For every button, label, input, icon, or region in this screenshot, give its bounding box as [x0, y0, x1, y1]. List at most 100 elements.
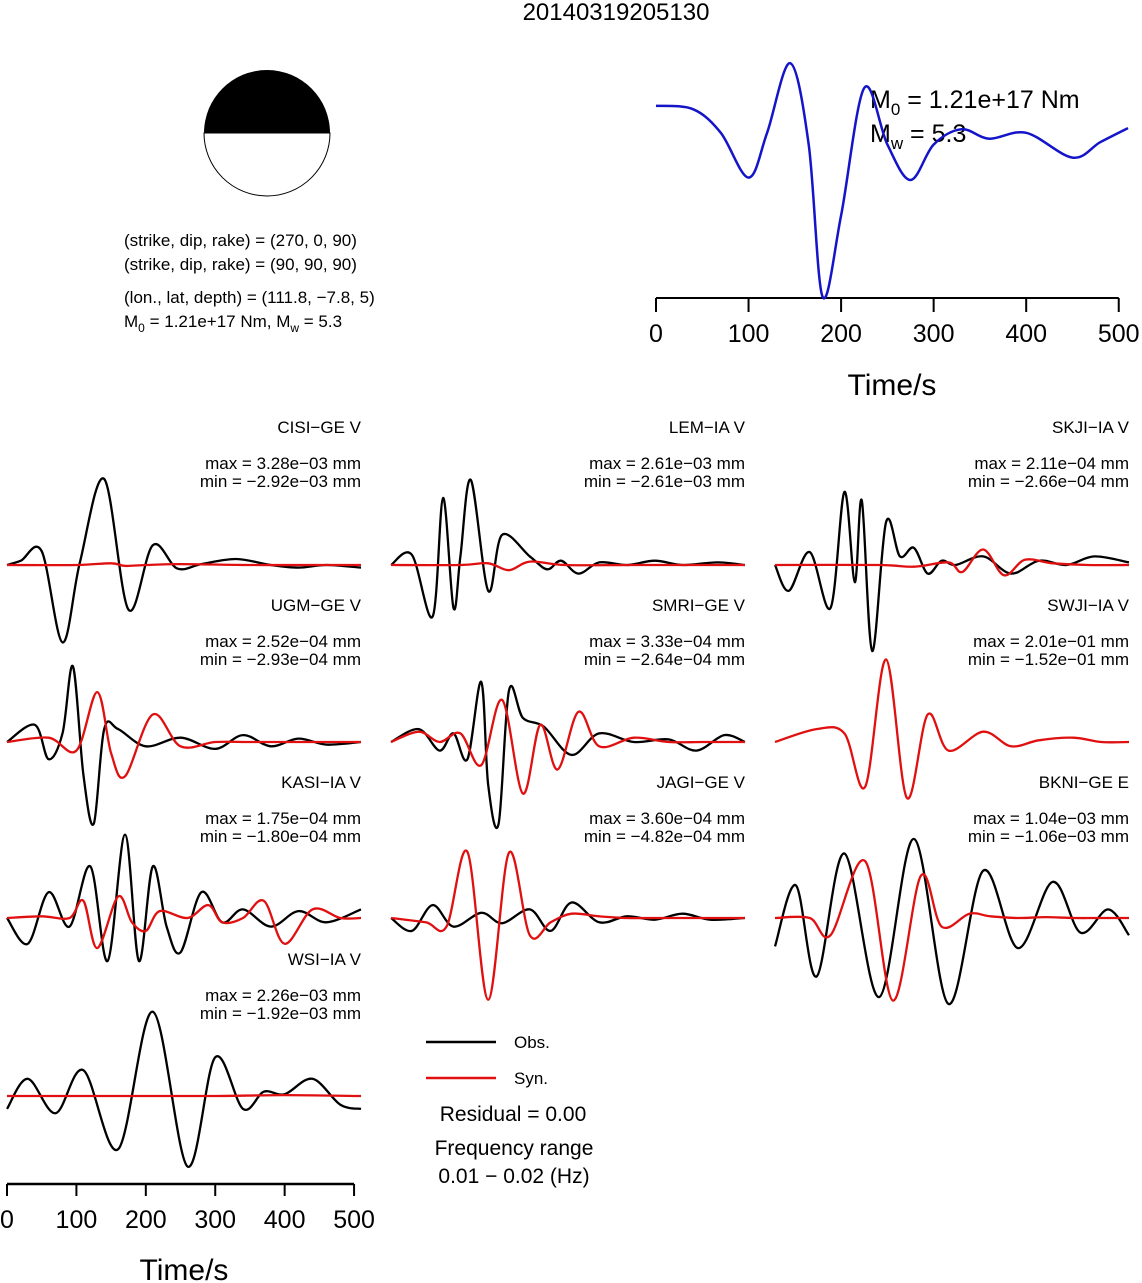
- mechanism-plane1: (strike, dip, rake) = (270, 0, 90): [124, 231, 357, 250]
- observed-trace: [390, 478, 746, 619]
- max-amplitude-label: max = 3.60e−04 mm: [589, 809, 745, 828]
- station-label: LEM−IA V: [669, 418, 746, 437]
- min-amplitude-label: min = −2.64e−04 mm: [584, 650, 745, 669]
- max-amplitude-label: max = 3.33e−04 mm: [589, 632, 745, 651]
- mw-value: = 5.3: [299, 312, 342, 331]
- synthetic-trace: [774, 548, 1130, 577]
- mechanism-location: (lon., lat, depth) = (111.8, −7.8, 5): [124, 288, 375, 307]
- beachball-dilatation: [203, 132, 331, 197]
- station-label: WSI−IA V: [288, 950, 362, 969]
- waveform-xlabel: Time/s: [140, 1254, 229, 1283]
- stf-x-axis: 0 100 200 300 400 500: [649, 297, 1140, 348]
- min-amplitude-label: min = −1.80e−04 mm: [200, 827, 361, 846]
- waveform-tick-label: 100: [56, 1206, 98, 1234]
- mw-sub: w: [289, 321, 299, 335]
- max-amplitude-label: max = 1.04e−03 mm: [973, 809, 1129, 828]
- observed-trace: [6, 664, 362, 827]
- stf-m0-sub: 0: [891, 100, 900, 119]
- stf-xlabel: Time/s: [848, 369, 937, 402]
- min-amplitude-label: min = −2.92e−03 mm: [200, 472, 361, 491]
- legend: Obs. Syn. Residual = 0.00 Frequency rang…: [426, 1033, 593, 1188]
- min-amplitude-label: min = −4.82e−04 mm: [584, 827, 745, 846]
- min-amplitude-label: min = −1.92e−03 mm: [200, 1004, 361, 1023]
- station-label: BKNI−GE E: [1039, 773, 1129, 792]
- synthetic-trace: [6, 1093, 362, 1098]
- stf-tick-label: 400: [1005, 320, 1047, 348]
- synthetic-trace: [774, 859, 1129, 1002]
- moment-sub: 0: [138, 321, 145, 335]
- stf-m0-annotation: M0 = 1.21e+17 Nm: [870, 86, 1080, 119]
- waveform-tick-label: 500: [333, 1206, 375, 1234]
- min-amplitude-label: min = −1.06e−03 mm: [968, 827, 1129, 846]
- station-label: JAGI−GE V: [657, 773, 746, 792]
- stf-curve: [655, 61, 1129, 300]
- beachball-compression: [204, 70, 330, 133]
- stf-mw-sub: w: [890, 134, 904, 153]
- min-amplitude-label: min = −2.61e−03 mm: [584, 472, 745, 491]
- station-label: SWJI−IA V: [1047, 596, 1129, 615]
- beachball: [203, 70, 331, 197]
- max-amplitude-label: max = 2.11e−04 mm: [974, 454, 1129, 473]
- observed-trace: [6, 477, 362, 644]
- min-amplitude-label: min = −2.66e−04 mm: [968, 472, 1129, 491]
- legend-obs-label: Obs.: [514, 1033, 550, 1052]
- observed-trace: [390, 901, 746, 933]
- station-label: SKJI−IA V: [1052, 418, 1130, 437]
- min-amplitude-label: min = −2.93e−04 mm: [200, 650, 361, 669]
- stf-tick-label: 100: [728, 320, 770, 348]
- station-label: KASI−IA V: [281, 773, 362, 792]
- frequency-range-label: Frequency range: [435, 1137, 594, 1160]
- frequency-range-value: 0.01 − 0.02 (Hz): [438, 1165, 589, 1188]
- station-label: SMRI−GE V: [652, 596, 746, 615]
- max-amplitude-label: max = 1.75e−04 mm: [205, 809, 361, 828]
- min-amplitude-label: min = −1.52e−01 mm: [968, 650, 1129, 669]
- stf-tick-label: 0: [649, 320, 663, 348]
- stf-plot: 0 100 200 300 400 500 Time/s M0 = 1.21e+17 Nm…: [649, 61, 1140, 402]
- observed-trace: [773, 490, 1130, 653]
- synthetic-trace: [390, 698, 745, 795]
- stf-mw-annotation: Mw = 5.3: [870, 120, 966, 153]
- waveform-tick-label: 400: [264, 1206, 306, 1234]
- residual-label: Residual = 0.00: [440, 1103, 587, 1126]
- stf-tick-label: 300: [913, 320, 955, 348]
- moment-prefix: M: [124, 312, 138, 331]
- observed-trace: [6, 833, 362, 963]
- synthetic-trace: [390, 560, 745, 572]
- stf-tick-label: 500: [1098, 320, 1140, 348]
- moment-value: = 1.21e+17 Nm, M: [145, 312, 291, 331]
- observed-trace: [390, 680, 746, 830]
- max-amplitude-label: max = 3.28e−03 mm: [205, 454, 361, 473]
- synthetic-trace: [774, 658, 1130, 800]
- max-amplitude-label: max = 2.01e−01 mm: [973, 632, 1129, 651]
- synthetic-trace: [390, 849, 745, 1001]
- max-amplitude-label: max = 2.52e−04 mm: [205, 632, 361, 651]
- max-amplitude-label: max = 2.26e−03 mm: [205, 986, 361, 1005]
- station-label: CISI−GE V: [277, 418, 361, 437]
- observed-trace: [6, 1010, 362, 1168]
- observed-trace: [773, 837, 1130, 1006]
- waveform-tick-label: 300: [194, 1206, 236, 1234]
- synthetic-trace: [6, 894, 362, 950]
- waveform-tick-label: 0: [0, 1206, 14, 1234]
- synthetic-trace: [6, 690, 361, 779]
- synthetic-trace: [6, 562, 361, 568]
- mechanism-plane2: (strike, dip, rake) = (90, 90, 90): [124, 255, 357, 274]
- mechanism-moment: M0 = 1.21e+17 Nm, Mw = 5.3: [124, 312, 342, 335]
- stf-tick-label: 200: [820, 320, 862, 348]
- waveform-tick-label: 200: [125, 1206, 167, 1234]
- legend-syn-label: Syn.: [514, 1069, 548, 1088]
- waveform-x-axis: 0 100 200 300 400 500: [0, 1182, 375, 1234]
- max-amplitude-label: max = 2.61e−03 mm: [589, 454, 745, 473]
